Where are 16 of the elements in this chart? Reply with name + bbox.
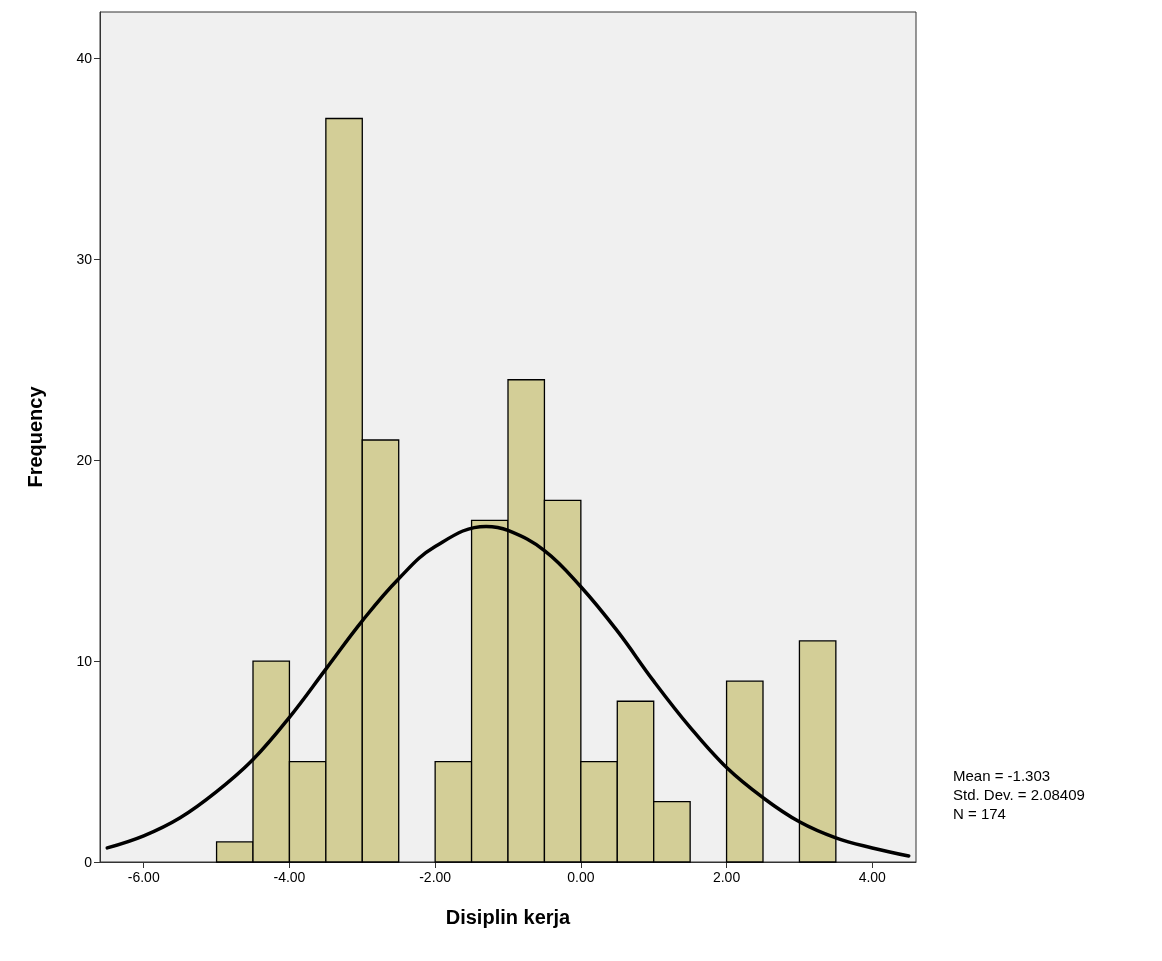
y-axis-title: Frequency — [24, 385, 46, 488]
text: N = 174 — [953, 805, 1006, 822]
y-tick-label: 20 — [76, 452, 93, 469]
y-tick-label: 0 — [84, 854, 93, 870]
y-tick-label: 10 — [76, 653, 93, 670]
x-tick-label: -4.00 — [273, 869, 306, 885]
x-tick-label: 4.00 — [858, 869, 887, 885]
text: Std. Dev. = 2.08409 — [953, 786, 1085, 803]
x-tick-label: 2.00 — [712, 869, 741, 885]
x-tick-label: -2.00 — [419, 869, 452, 885]
y-tick-label: 30 — [76, 251, 93, 268]
x-axis-title: Disiplin kerja — [445, 906, 572, 928]
text: Mean = -1.303 — [953, 767, 1051, 784]
x-tick-label: 0.00 — [567, 869, 595, 885]
y-tick-label: 40 — [76, 50, 93, 67]
x-tick-label: -6.00 — [127, 869, 160, 885]
